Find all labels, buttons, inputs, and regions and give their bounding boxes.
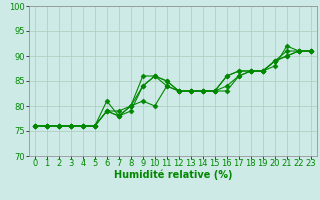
X-axis label: Humidité relative (%): Humidité relative (%) — [114, 169, 232, 180]
